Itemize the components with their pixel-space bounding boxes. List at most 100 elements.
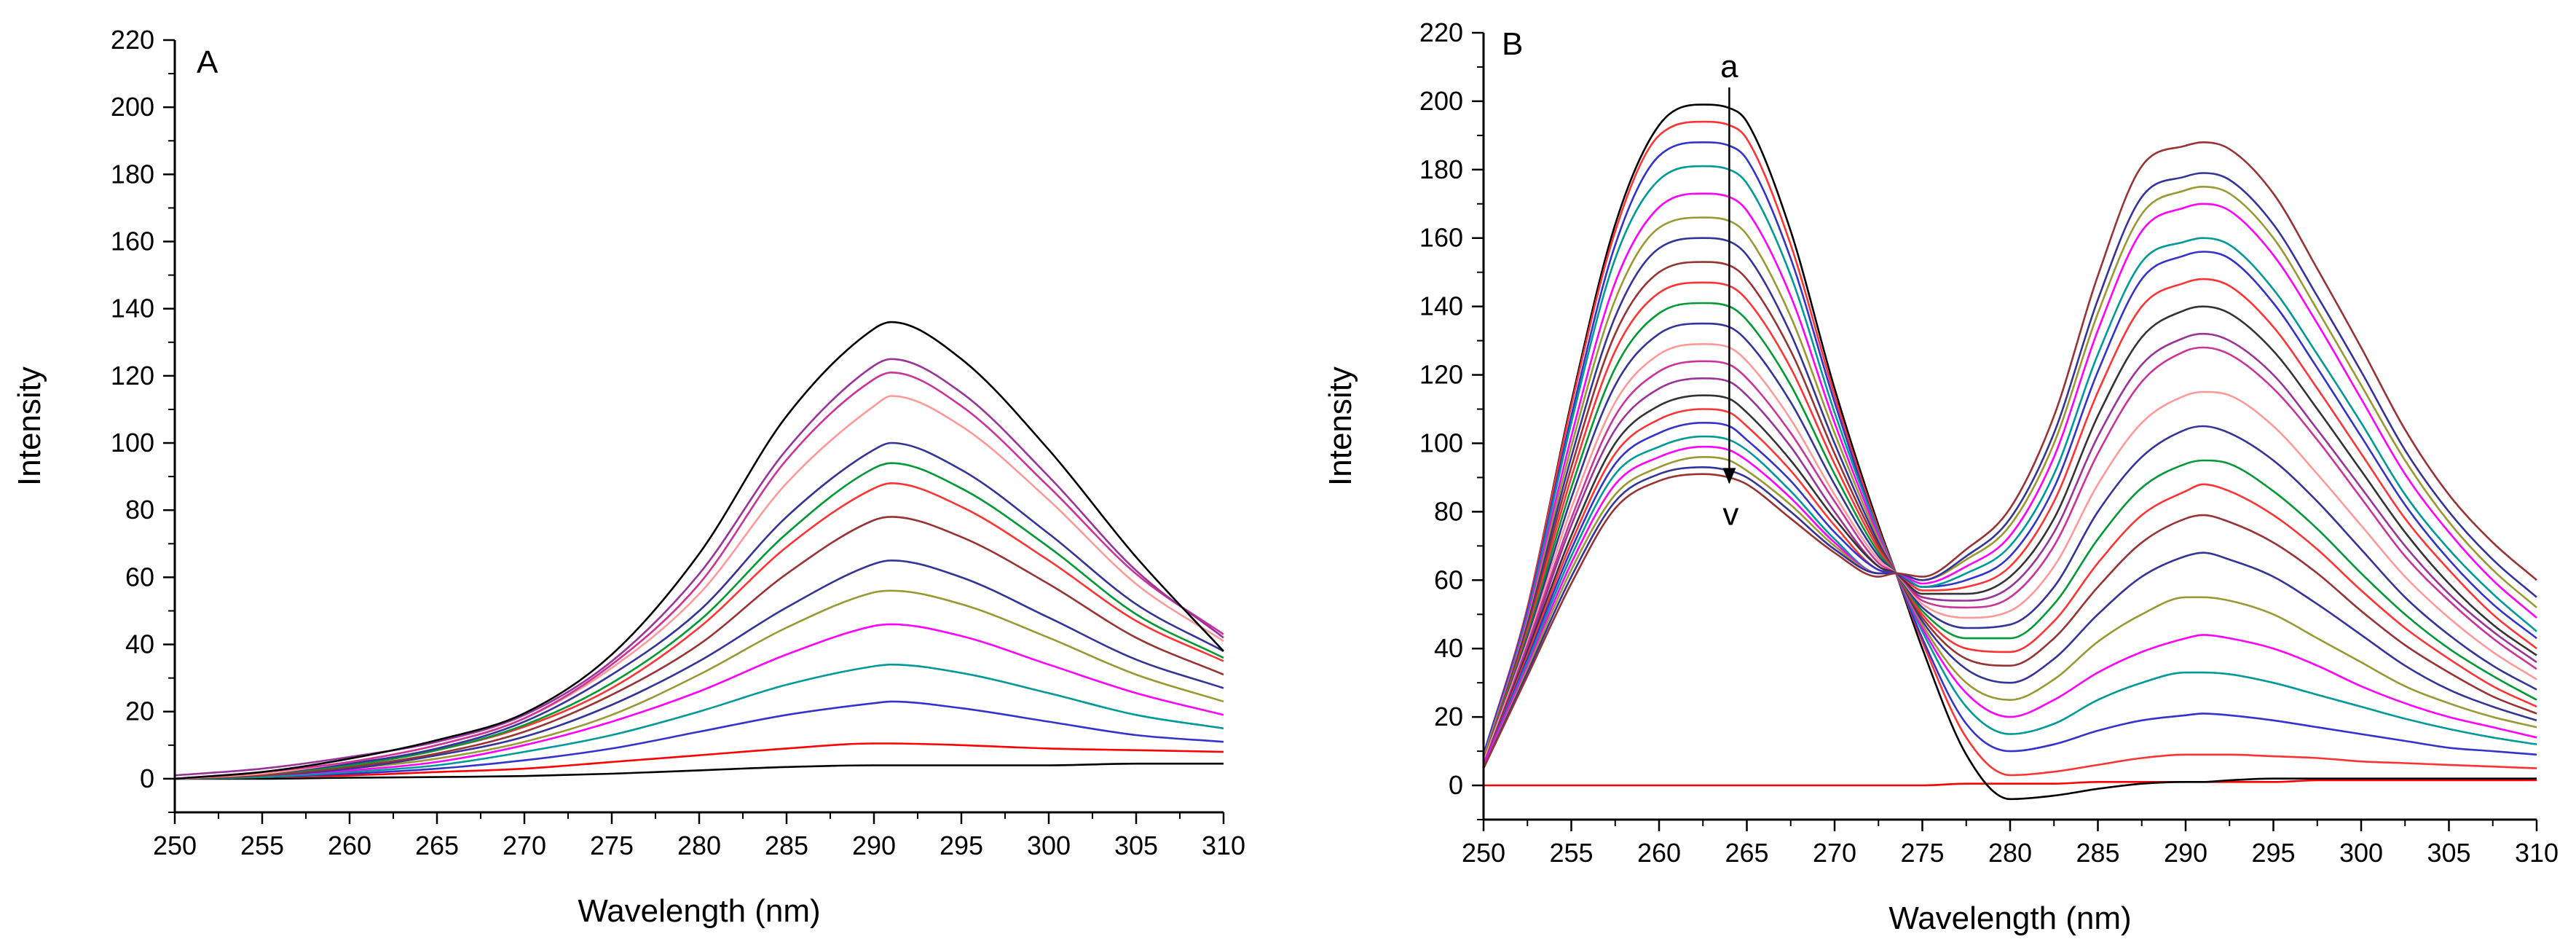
series-line-7 [174, 560, 1224, 780]
series-line-4 [174, 663, 1224, 780]
series-line-23 [1482, 141, 2537, 769]
x-axis-title: Wavelength (nm) [1888, 900, 2131, 936]
y-tick-label: 180 [1419, 154, 1463, 184]
series-line-13 [1482, 343, 2537, 762]
x-tick-label: 295 [2251, 838, 2295, 868]
series-line-1 [175, 762, 1224, 780]
y-tick-label: 100 [111, 428, 154, 458]
x-tick-label: 250 [153, 831, 197, 860]
series-line-9 [1482, 261, 2537, 762]
series-line-13 [174, 372, 1224, 780]
panel-a: 250 255 260 265 270 275 280 285 290 295 300 305 310 0… [12, 25, 1245, 929]
series-group [174, 321, 1224, 780]
series-line-14 [174, 358, 1224, 777]
x-tick-label: 290 [2164, 838, 2207, 868]
series-line-10 [174, 462, 1224, 780]
y-tick-label: 0 [140, 764, 154, 793]
series-line-5 [1482, 165, 2537, 758]
y-axis-title: Intensity [12, 366, 47, 486]
series-line-17 [1482, 278, 2537, 766]
panel-label: A [197, 44, 218, 80]
x-tick-label: 310 [2515, 838, 2559, 868]
x-tick-label: 270 [503, 831, 546, 860]
y-tick-label: 80 [125, 495, 154, 525]
panel-b: 250 255 260 265 270 275 280 285 290 295 300 305 310 0… [1323, 17, 2559, 936]
x-tick-label: 305 [1114, 831, 1158, 860]
x-tick-label: 300 [1027, 831, 1071, 860]
y-tick-label: 100 [1419, 428, 1463, 458]
series-line-2 [174, 742, 1224, 780]
series-line-5 [174, 623, 1224, 780]
series-line-8 [174, 516, 1224, 780]
series-line-7 [1482, 216, 2537, 758]
y-tick-label: 0 [1449, 770, 1463, 800]
y-tick-label: 60 [1434, 565, 1463, 594]
series-line-15 [174, 321, 1224, 780]
series-line-1 [1483, 779, 2537, 787]
series-line-14 [1482, 346, 2537, 766]
series-line-12 [174, 395, 1224, 780]
y-tick-label: 40 [1434, 633, 1463, 663]
x-tick-label: 295 [940, 831, 983, 860]
y-axis-title: Intensity [1323, 366, 1358, 486]
panel-label: B [1502, 26, 1523, 62]
y-tick-label: 20 [1434, 702, 1463, 731]
series-line-9 [174, 482, 1224, 780]
y-tick-label: 200 [111, 92, 154, 122]
series-line-10 [1482, 281, 2537, 762]
y-tick-label: 220 [1419, 17, 1463, 47]
series-line-18 [1482, 251, 2537, 766]
y-tick-label: 180 [111, 159, 154, 189]
x-tick-label: 265 [415, 831, 459, 860]
series-line-15 [1482, 332, 2537, 766]
series-group [1482, 103, 2537, 801]
y-tick-label: 120 [111, 361, 154, 390]
x-axis-title: Wavelength (nm) [578, 893, 820, 929]
series-line-20 [1482, 203, 2537, 766]
y-tick-label: 140 [111, 294, 154, 323]
series-line-11 [174, 441, 1224, 780]
series-line-21 [1482, 186, 2537, 769]
series-line-8 [1482, 237, 2537, 762]
x-tick-label: 260 [1637, 838, 1681, 868]
x-tick-label: 285 [765, 831, 808, 860]
series-line-12 [1482, 322, 2537, 762]
x-tick-label: 275 [590, 831, 634, 860]
x-tick-label: 260 [328, 831, 371, 860]
annotation-label-start: a [1720, 49, 1738, 85]
y-tick-label: 80 [1434, 496, 1463, 526]
series-line-6 [174, 589, 1224, 780]
x-tick-label: 280 [1988, 838, 2032, 868]
series-line-22 [1482, 172, 2537, 769]
x-tick-label: 300 [2339, 838, 2383, 868]
y-tick-label: 140 [1419, 291, 1463, 321]
x-tick-label: 275 [1900, 838, 1944, 868]
annotation-arrow-head [1722, 468, 1736, 484]
y-tick-label: 200 [1419, 86, 1463, 116]
y-tick-label: 60 [125, 562, 154, 592]
series-line-19 [1482, 237, 2537, 766]
x-tick-label: 285 [2076, 838, 2119, 868]
y-tick-label: 160 [111, 227, 154, 256]
series-line-6 [1482, 192, 2537, 758]
x-tick-label: 290 [852, 831, 896, 860]
y-tick-label: 220 [111, 25, 154, 55]
x-tick-label: 265 [1725, 838, 1768, 868]
series-line-3 [174, 700, 1224, 780]
x-tick-label: 270 [1813, 838, 1856, 868]
y-tick-label: 40 [125, 629, 154, 659]
series-line-11 [1482, 302, 2537, 762]
y-tick-label: 120 [1419, 360, 1463, 390]
x-tick-label: 280 [677, 831, 721, 860]
y-tick-label: 20 [125, 696, 154, 726]
x-tick-label: 255 [240, 831, 284, 860]
series-line-4 [1482, 141, 2537, 756]
annotation-label-end: v [1722, 496, 1738, 532]
x-tick-label: 310 [1202, 831, 1245, 860]
series-line-16 [1482, 305, 2537, 766]
x-tick-label: 305 [2427, 838, 2470, 868]
y-tick-label: 160 [1419, 223, 1463, 253]
series-line-3 [1482, 120, 2537, 777]
x-tick-label: 250 [1462, 838, 1505, 868]
